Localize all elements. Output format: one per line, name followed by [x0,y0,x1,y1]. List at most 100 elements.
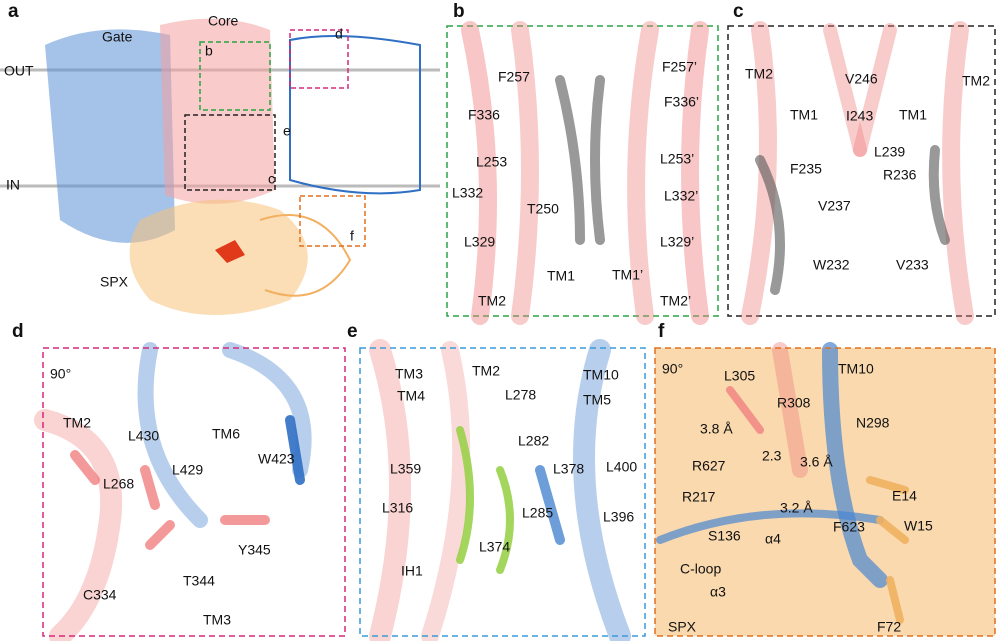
panel-f-frame [654,347,996,637]
residue-label: F336 [468,107,500,123]
panel-d-frame [42,347,346,637]
residue-label: d [335,26,343,42]
helix [456,426,514,574]
residue-label: L332’ [664,188,698,204]
residue-label: 90° [662,361,683,377]
helix [421,341,471,641]
panel-a-art [0,18,440,315]
panel-letter: c [733,1,744,22]
residue-label: N298 [856,415,890,431]
residue-label: L268 [103,476,134,492]
residue-label: TM2’ [660,293,691,309]
residue-label: L239 [874,144,905,160]
residue-label: b [205,43,213,59]
residue-label: TM5 [583,392,611,408]
residue-label: L316 [382,500,413,516]
helix [461,21,497,325]
residue-label: 3.2 Å [780,500,813,516]
panel-c-frame [727,25,996,317]
residue-label: Core [208,13,239,29]
residue-label: TM10 [583,367,619,383]
residue-label: T344 [183,573,215,589]
helix [137,342,208,528]
residue-label: TM4 [397,388,425,404]
residue-label: e [283,123,291,139]
residue-label: L359 [390,461,421,477]
residue-label: I243 [846,108,873,124]
residue-label: L329’ [660,234,694,250]
residue-label: S136 [708,528,741,544]
helix-art [34,21,974,641]
residue-label: V237 [818,198,851,214]
residue-label: R217 [682,489,716,505]
residue-label: TM2 [472,363,500,379]
residue-label: F623 [833,519,865,535]
residue-label: TM10 [838,361,874,377]
residue-label: F336’ [664,94,699,110]
residue-label: V246 [845,71,878,87]
helix [555,75,605,245]
residue-label: α4 [765,531,781,547]
panel-e-frame [359,347,646,637]
residue-label: L429 [172,462,203,478]
helix [656,509,884,544]
residue-label: W232 [813,257,850,273]
residue-label: C-loop [680,561,721,577]
helix [535,465,565,545]
residue-label: F257 [498,69,530,85]
residue-label: L400 [606,459,637,475]
residue-label: T250 [527,201,559,217]
residue-label: L278 [505,387,536,403]
helix [222,342,312,478]
panel-letter: f [658,321,665,342]
residue-label: TM3 [395,366,423,382]
helix [755,155,785,295]
residue-label: OUT [4,63,34,79]
residue-label: L305 [724,368,755,384]
helix [822,342,888,588]
residue-label: SPX [100,274,129,290]
residue-label: L378 [553,461,584,477]
residue-label: W423 [258,451,295,467]
residue-label: L329 [464,234,495,250]
helix [928,145,950,245]
residue-label: L285 [522,505,553,521]
helix [34,409,123,641]
helix [726,386,764,434]
residue-label: 3.8 Å [700,421,733,437]
residue-label: Y345 [238,542,271,558]
residue-label: IN [6,177,20,193]
helix [942,21,974,325]
residue-label: F235 [790,161,822,177]
residue-label: Gate [102,29,133,45]
residue-label: SPX [668,619,697,635]
residue-label: TM2 [478,293,506,309]
residue-label: R308 [777,395,811,411]
residue-label: TM2 [962,73,990,89]
residue-label: 2.3 [762,448,782,464]
residue-label: TM2 [745,66,773,82]
residue-label: V233 [896,257,929,273]
helix [70,450,270,550]
residue-label: IH1 [401,563,423,579]
helix [681,21,709,325]
residue-label: L282 [518,433,549,449]
residue-label: F72 [877,619,901,635]
residue-label: c [268,171,275,187]
residue-label: TM6 [212,426,240,442]
helix [285,415,305,485]
panel-letter: d [12,321,24,342]
residue-label: TM2 [63,415,91,431]
residue-label: 3.6 Å [800,454,833,470]
residue-label: f [350,228,354,244]
residue-label: W15 [904,518,933,534]
residue-label: E14 [892,488,917,504]
residue-label: L374 [479,539,510,555]
residue-label: R236 [883,167,917,183]
residue-label: L396 [603,509,634,525]
residue-label: α3 [710,584,726,600]
residue-label: F257’ [662,59,697,75]
residue-label: L253’ [660,151,694,167]
helix [853,23,897,157]
